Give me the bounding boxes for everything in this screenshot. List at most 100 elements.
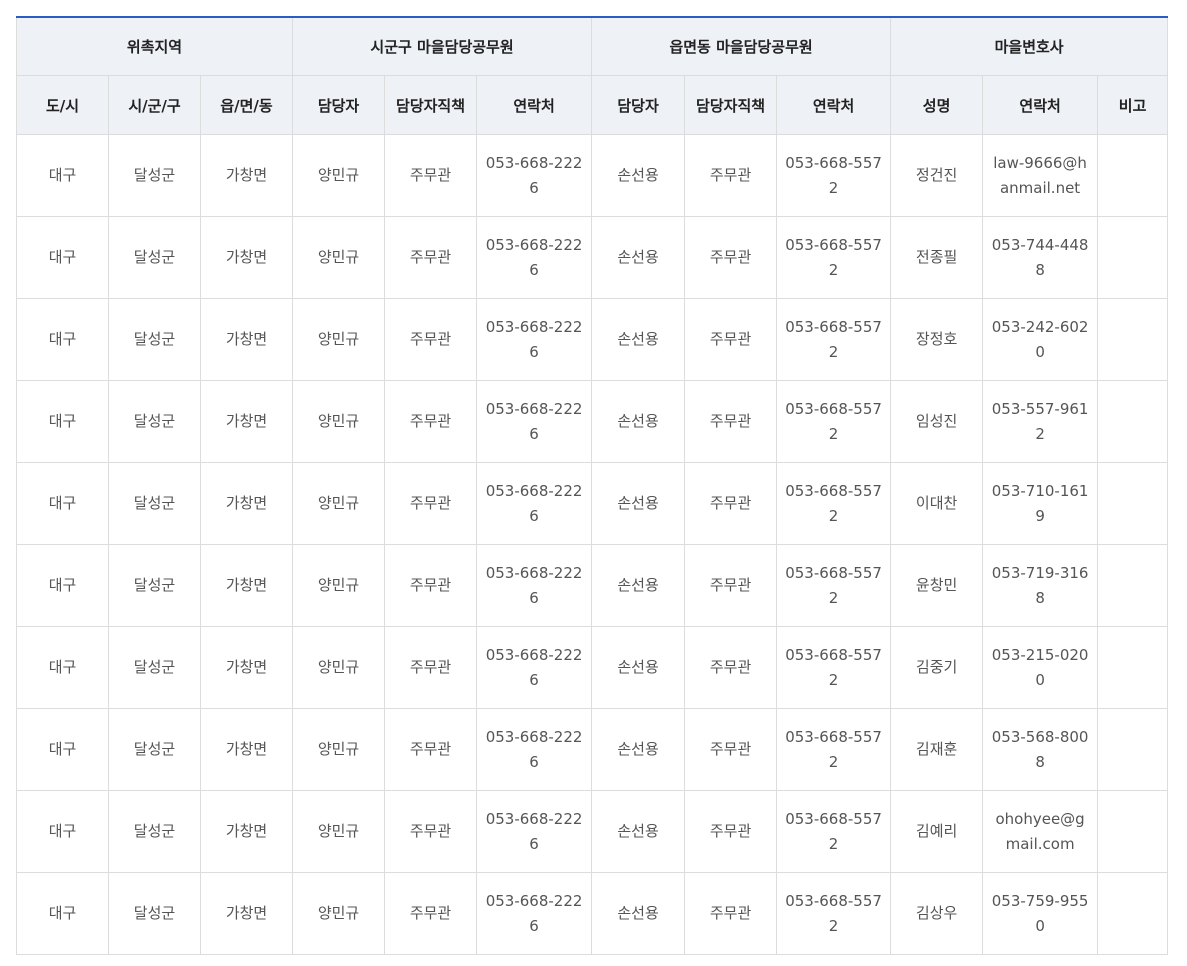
table-cell: 윤창민 (890, 544, 984, 627)
table-cell: 053-719-3168 (982, 544, 1099, 627)
table-cell: 053-668-2226 (476, 462, 593, 545)
table-cell: 대구 (16, 380, 109, 463)
table-cell: 053-710-1619 (982, 462, 1099, 545)
table-cell: 달성군 (108, 790, 201, 873)
table-cell: 주무관 (384, 462, 478, 545)
table-cell: 손선용 (591, 872, 686, 955)
table-cell: 주무관 (384, 298, 478, 381)
table-cell (1097, 216, 1169, 299)
table-cell: 053-668-5572 (776, 790, 892, 873)
table-cell: 손선용 (591, 462, 686, 545)
table-cell: 주무관 (684, 790, 778, 873)
table-cell: 대구 (16, 544, 109, 627)
table-cell: 양민규 (292, 626, 386, 709)
table-cell: 전종필 (890, 216, 984, 299)
table-cell: 이대찬 (890, 462, 984, 545)
table-cell: 주무관 (684, 216, 778, 299)
header-column-row: 도/시 시/군/구 읍/면/동 담당자 담당자직책 연락처 담당자 담당자직책 연락처 성명 연락처… (16, 75, 1169, 135)
table-cell: 주무관 (384, 380, 478, 463)
group-header-region: 위촉지역 (15, 16, 294, 76)
table-cell: 053-668-2226 (476, 216, 593, 299)
table-row: 대구 달성군 가창면 양민규 주무관 053-668-2226 손선용 주무관 053-668-… (16, 790, 1169, 873)
column-header: 시/군/구 (108, 75, 201, 135)
table-cell: 대구 (16, 626, 109, 709)
table-cell: 가창면 (199, 872, 294, 955)
table-cell (1097, 134, 1169, 217)
table-cell: 대구 (16, 462, 109, 545)
table-cell: 달성군 (108, 298, 201, 381)
table-cell: 053-668-5572 (776, 626, 892, 709)
table-row: 대구 달성군 가창면 양민규 주무관 053-668-2226 손선용 주무관 053-668-… (16, 872, 1169, 955)
table-cell: 양민규 (292, 216, 386, 299)
table-cell: 053-668-2226 (476, 544, 593, 627)
column-header: 연락처 (982, 75, 1099, 135)
table-cell: 053-744-4488 (982, 216, 1099, 299)
table-cell: 가창면 (199, 708, 294, 791)
table-cell: 양민규 (292, 708, 386, 791)
table-cell: 김예리 (890, 790, 984, 873)
group-header-village-lawyer: 마을변호사 (890, 16, 1169, 76)
column-header: 담당자직책 (384, 75, 478, 135)
table-cell: 053-668-5572 (776, 216, 892, 299)
table-row: 대구 달성군 가창면 양민규 주무관 053-668-2226 손선용 주무관 053-668-… (16, 216, 1169, 299)
table-cell: 손선용 (591, 216, 686, 299)
column-header: 성명 (890, 75, 984, 135)
table-cell: 손선용 (591, 380, 686, 463)
table-cell: 가창면 (199, 462, 294, 545)
table-cell: 대구 (16, 872, 109, 955)
table-cell: 김상우 (890, 872, 984, 955)
table-cell: 주무관 (684, 134, 778, 217)
column-header: 연락처 (776, 75, 892, 135)
group-header-town-official: 읍면동 마을담당공무원 (591, 16, 892, 76)
table-cell: 양민규 (292, 790, 386, 873)
table-cell: 053-668-5572 (776, 872, 892, 955)
table-cell: 주무관 (684, 298, 778, 381)
table-cell: 주무관 (684, 462, 778, 545)
table-cell: 주무관 (384, 216, 478, 299)
table-cell: 053-242-6020 (982, 298, 1099, 381)
table-cell: ohohyee@gmail.com (982, 790, 1099, 873)
table-cell: 주무관 (384, 708, 478, 791)
table-row: 대구 달성군 가창면 양민규 주무관 053-668-2226 손선용 주무관 053-668-… (16, 544, 1169, 627)
table-cell (1097, 380, 1169, 463)
table-cell: 주무관 (384, 872, 478, 955)
table-cell: 가창면 (199, 544, 294, 627)
table-cell: 양민규 (292, 872, 386, 955)
table-cell: 대구 (16, 216, 109, 299)
table-cell (1097, 790, 1169, 873)
table-cell: 053-668-5572 (776, 380, 892, 463)
table-cell: 주무관 (384, 790, 478, 873)
header-group-row: 위촉지역 시군구 마을담당공무원 읍면동 마을담당공무원 마을변호사 (15, 16, 1169, 76)
table-cell: 주무관 (384, 544, 478, 627)
group-header-city-official: 시군구 마을담당공무원 (292, 16, 593, 76)
table-cell: 달성군 (108, 872, 201, 955)
table-cell: 053-668-5572 (776, 134, 892, 217)
table-cell: 053-668-5572 (776, 462, 892, 545)
table-cell: 053-759-9550 (982, 872, 1099, 955)
table-cell: 주무관 (384, 134, 478, 217)
table-cell (1097, 626, 1169, 709)
table-cell (1097, 462, 1169, 545)
table-cell: 손선용 (591, 708, 686, 791)
table-cell: 손선용 (591, 134, 686, 217)
table-cell: 정건진 (890, 134, 984, 217)
table-cell: 달성군 (108, 544, 201, 627)
column-header: 읍/면/동 (199, 75, 294, 135)
table-cell: 손선용 (591, 626, 686, 709)
table-cell: 달성군 (108, 626, 201, 709)
table-cell: 053-557-9612 (982, 380, 1099, 463)
table-cell: 가창면 (199, 134, 294, 217)
table-cell: 양민규 (292, 298, 386, 381)
table-cell: 주무관 (684, 872, 778, 955)
village-lawyer-table-container: 위촉지역 시군구 마을담당공무원 읍면동 마을담당공무원 마을변호사 도/시 시/… (15, 16, 1169, 955)
table-cell: 달성군 (108, 708, 201, 791)
table-cell: 양민규 (292, 544, 386, 627)
table-row: 대구 달성군 가창면 양민규 주무관 053-668-2226 손선용 주무관 053-668-… (16, 380, 1169, 463)
table-cell: 양민규 (292, 462, 386, 545)
column-header: 도/시 (16, 75, 109, 135)
column-header: 담당자 (292, 75, 386, 135)
table-cell: 대구 (16, 298, 109, 381)
table-cell: 가창면 (199, 298, 294, 381)
table-cell (1097, 298, 1169, 381)
table-cell: 053-668-2226 (476, 872, 593, 955)
